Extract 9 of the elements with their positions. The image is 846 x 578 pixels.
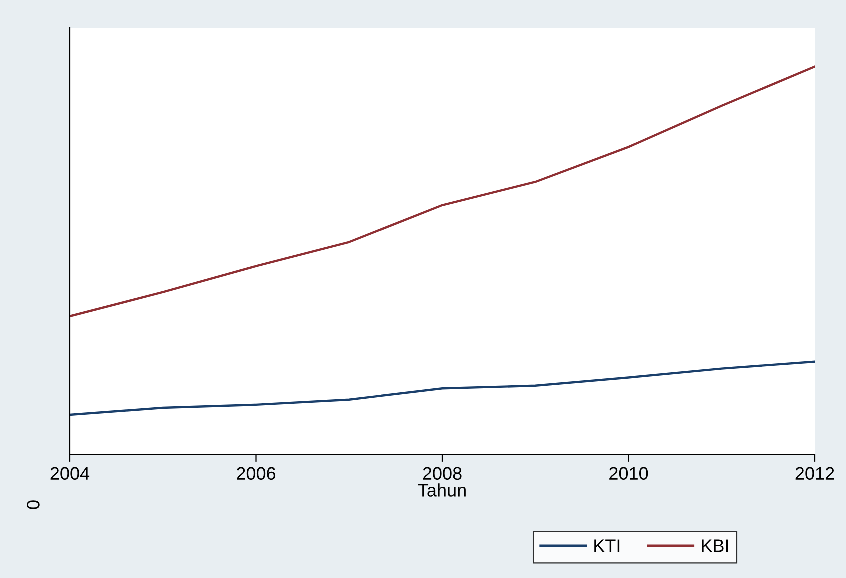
- x-tick-label: 2012: [796, 467, 834, 480]
- legend-label: KBI: [702, 540, 728, 552]
- x-axis-title: Tahun: [418, 484, 466, 497]
- text: 0: [27, 500, 40, 510]
- x-tick-label: 2006: [237, 467, 276, 480]
- x-tick-label: 2004: [50, 467, 90, 480]
- x-tick-label: 2008: [423, 467, 462, 480]
- legend-label: KTI: [594, 540, 620, 552]
- x-tick-label: 2010: [610, 467, 648, 480]
